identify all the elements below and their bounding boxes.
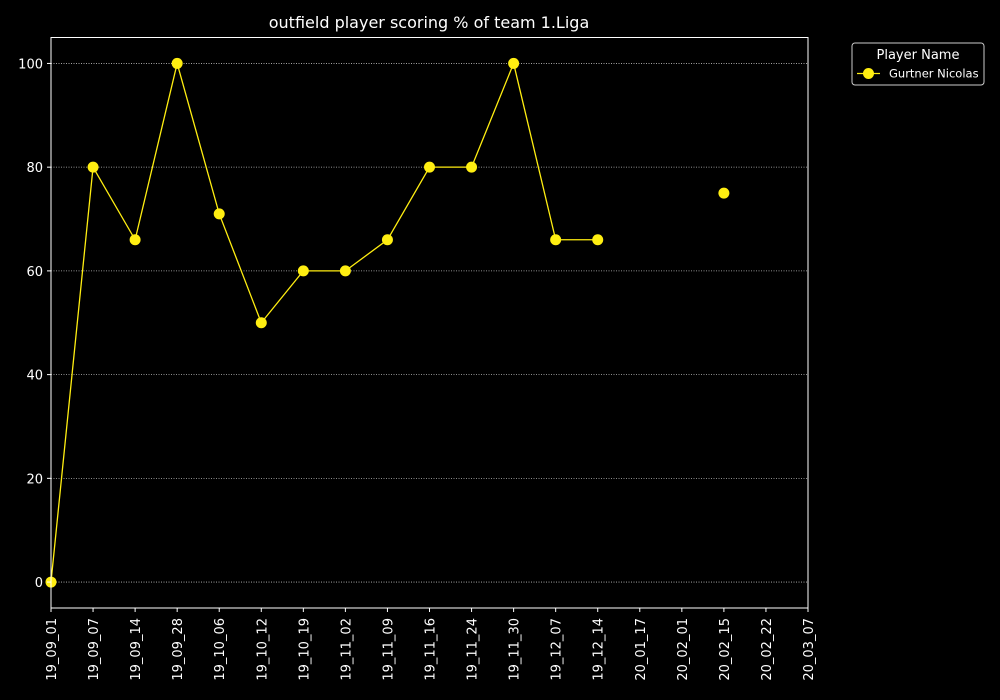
- data-point: [550, 234, 562, 246]
- data-point: [592, 234, 604, 246]
- x-tick-label: 19_11_30: [508, 618, 523, 681]
- grid-lines: [51, 63, 808, 583]
- chart-title: outfield player scoring % of team 1.Liga: [269, 13, 590, 32]
- x-tick-label: 20_02_22: [760, 618, 775, 681]
- data-point: [213, 208, 225, 220]
- legend: Player Name Gurtner Nicolas: [851, 42, 985, 86]
- data-point: [171, 57, 183, 69]
- y-tick-label: 100: [18, 57, 43, 72]
- y-tick-label: 20: [26, 472, 43, 487]
- x-tick-label: 19_09_07: [87, 618, 102, 681]
- data-point: [466, 161, 478, 173]
- series-layer: [45, 57, 730, 588]
- y-tick-label: 40: [26, 369, 43, 384]
- data-point: [718, 187, 730, 199]
- data-point: [129, 234, 141, 246]
- x-tick-label: 19_11_02: [339, 618, 354, 681]
- x-axis: 19_09_01 19_09_07 19_09_14 19_09_28 19_10_06…: [45, 608, 817, 681]
- legend-title: Player Name: [877, 48, 960, 63]
- x-tick-label: 20_02_15: [718, 618, 733, 681]
- x-tick-label: 19_09_01: [45, 618, 60, 681]
- data-point: [255, 317, 267, 329]
- data-point: [339, 265, 351, 277]
- x-tick-label: 20_01_17: [634, 618, 649, 681]
- x-tick-label: 20_03_07: [802, 618, 817, 681]
- x-tick-label: 19_11_24: [466, 618, 481, 681]
- x-tick-label: 19_11_09: [381, 618, 396, 681]
- x-tick-label: 19_10_06: [213, 618, 228, 681]
- x-tick-label: 19_09_14: [129, 618, 144, 681]
- x-tick-label: 19_12_14: [592, 618, 607, 681]
- y-tick-label: 80: [26, 161, 43, 176]
- data-point: [424, 161, 435, 173]
- y-axis: 0 20 40 60 80 100: [18, 57, 51, 591]
- x-tick-label: 19_10_19: [297, 618, 312, 681]
- data-point: [87, 161, 99, 173]
- x-tick-label: 19_12_07: [550, 618, 565, 681]
- plot-frame: [50, 37, 809, 609]
- x-tick-label: 19_09_28: [171, 618, 186, 681]
- x-tick-label: 20_02_01: [676, 618, 691, 681]
- legend-marker-swatch: [863, 68, 874, 79]
- x-tick-label: 19_11_16: [424, 618, 439, 681]
- y-tick-label: 60: [26, 265, 43, 280]
- legend-entry-label: Gurtner Nicolas: [889, 67, 979, 81]
- data-point: [508, 57, 520, 69]
- x-tick-label: 19_10_12: [255, 618, 270, 681]
- y-tick-label: 0: [35, 576, 43, 591]
- series-line: [50, 60, 598, 583]
- data-point: [297, 265, 309, 277]
- legend-box: [851, 42, 985, 86]
- data-point: [381, 234, 393, 246]
